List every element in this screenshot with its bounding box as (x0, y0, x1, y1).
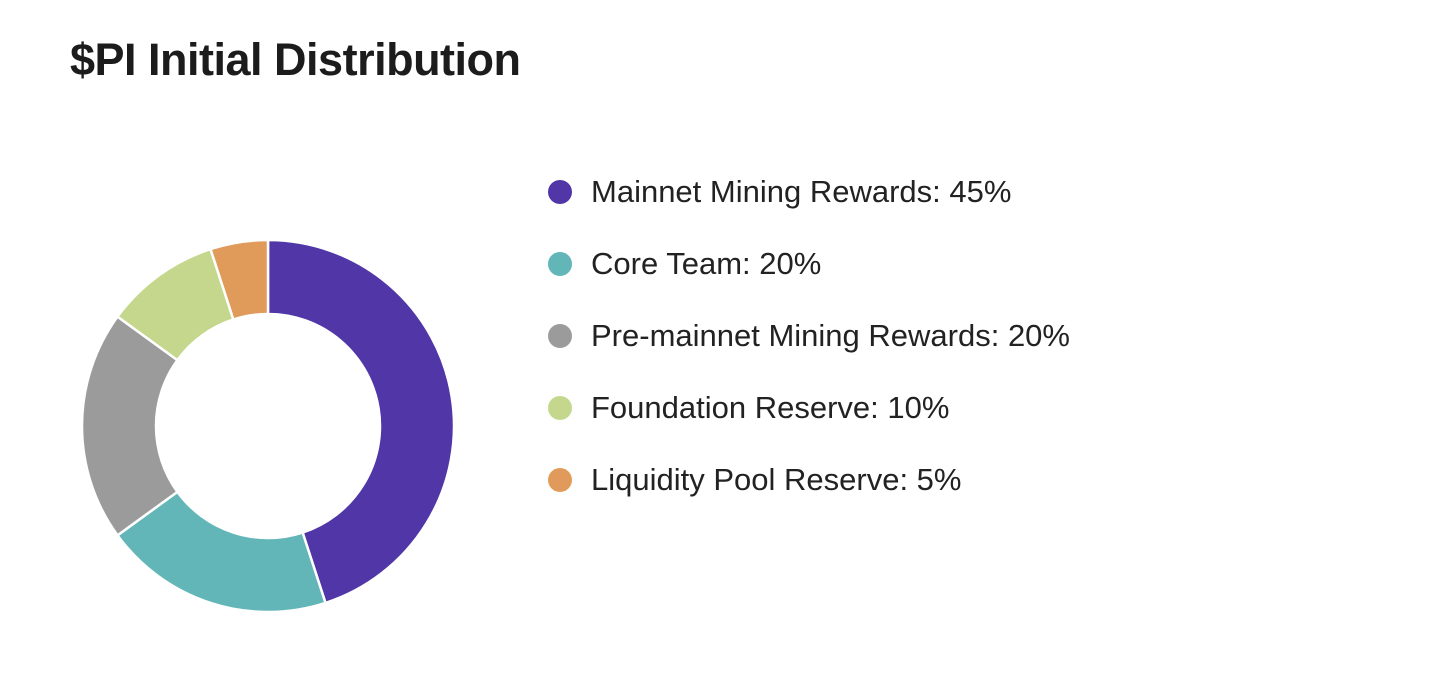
legend-label: Foundation Reserve: 10% (591, 390, 950, 425)
legend-swatch (548, 324, 572, 348)
legend-item-mainnet-mining-rewards: Mainnet Mining Rewards: 45% (548, 156, 1070, 228)
legend-swatch (548, 396, 572, 420)
slice-core-team[interactable] (116, 490, 327, 614)
slice-mainnet-mining-rewards[interactable] (266, 238, 456, 605)
slice-pre-mainnet-mining-rewards[interactable] (80, 315, 179, 537)
legend-label: Liquidity Pool Reserve: 5% (591, 462, 962, 497)
legend-label: Mainnet Mining Rewards: 45% (591, 174, 1012, 209)
donut-chart (80, 238, 456, 614)
legend-item-core-team: Core Team: 20% (548, 228, 1070, 300)
legend-label: Pre-mainnet Mining Rewards: 20% (591, 318, 1070, 353)
legend-item-pre-mainnet-mining-rewards: Pre-mainnet Mining Rewards: 20% (548, 300, 1070, 372)
chart-legend: Mainnet Mining Rewards: 45% Core Team: 20… (548, 156, 1070, 516)
slice-liquidity-pool-reserve[interactable] (209, 238, 270, 321)
legend-swatch (548, 252, 572, 276)
legend-item-foundation-reserve: Foundation Reserve: 10% (548, 372, 1070, 444)
page-title: $PI Initial Distribution (70, 34, 521, 85)
legend-label: Core Team: 20% (591, 246, 822, 281)
legend-swatch (548, 468, 572, 492)
legend-item-liquidity-pool-reserve: Liquidity Pool Reserve: 5% (548, 444, 1070, 516)
legend-swatch (548, 180, 572, 204)
